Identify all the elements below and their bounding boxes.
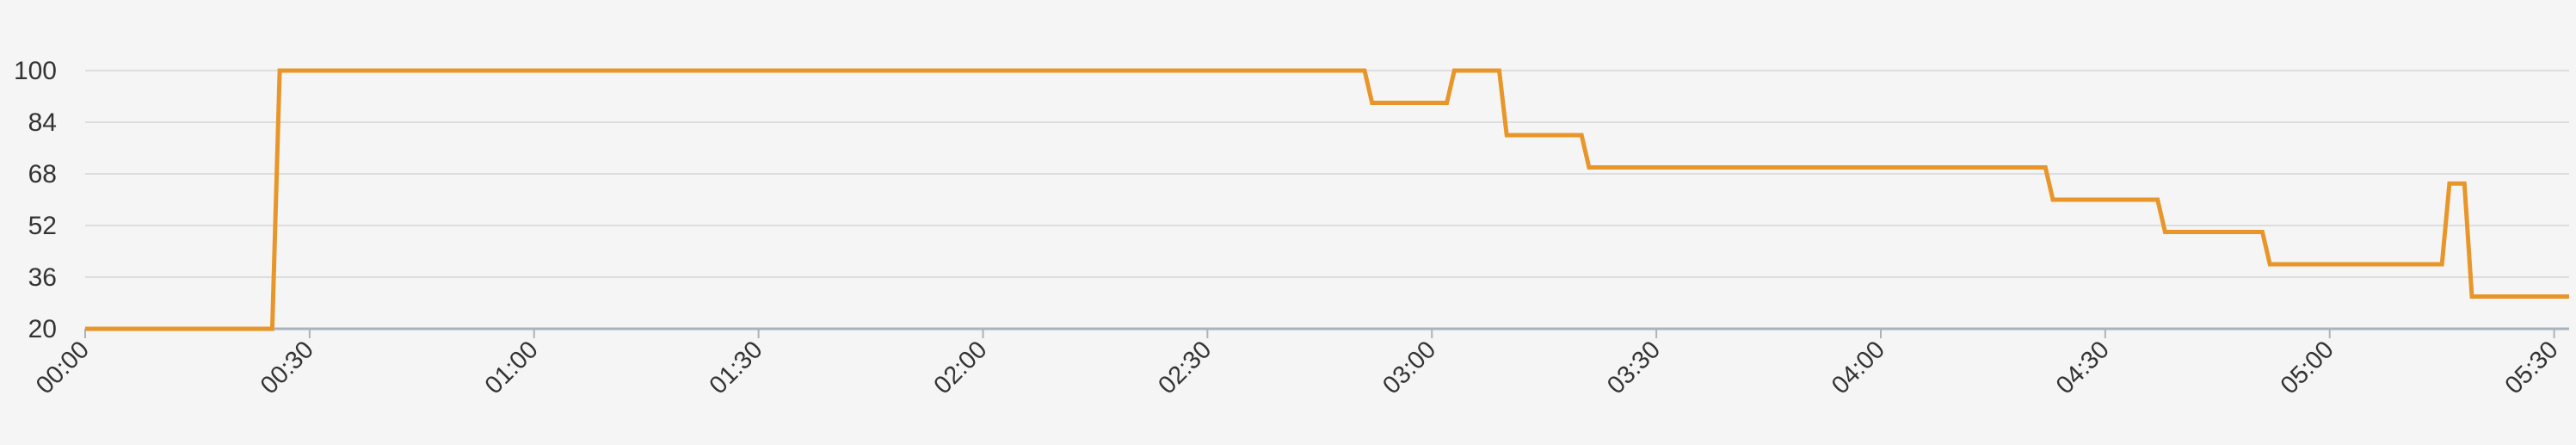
x-tick-label: 01:30 (705, 336, 768, 399)
x-tick-label: 00:00 (31, 336, 95, 399)
series-line (85, 68, 2569, 331)
y-tick-label: 100 (14, 57, 57, 85)
x-tick-label: 02:00 (928, 336, 992, 399)
x-tick-label: 03:30 (1602, 336, 1666, 399)
y-tick-label: 84 (28, 108, 57, 137)
x-tick-label: 04:00 (1827, 336, 1890, 399)
x-tick-label: 05:00 (2276, 336, 2339, 399)
y-tick-label: 36 (28, 263, 57, 292)
y-tick-label: 68 (28, 160, 57, 189)
grid-lines (85, 70, 2569, 278)
x-tick-label: 05:30 (2500, 336, 2564, 399)
x-tick-label: 04:30 (2051, 336, 2115, 399)
y-tick-label: 20 (28, 315, 57, 343)
x-tick-label: 03:00 (1377, 336, 1441, 399)
y-tick-label: 52 (28, 212, 57, 240)
x-axis (84, 327, 2569, 338)
series-layer (85, 68, 2569, 331)
x-axis-tick-labels: 00:00 00:30 01:00 01:30 02:00 02:30 03:00 03:30… (31, 336, 2564, 399)
x-tick-label: 00:30 (256, 336, 319, 399)
x-tick-label: 02:30 (1153, 336, 1217, 399)
x-tick-label: 01:00 (480, 336, 544, 399)
y-axis-tick-labels: 20 36 52 68 84 100 (14, 57, 57, 343)
